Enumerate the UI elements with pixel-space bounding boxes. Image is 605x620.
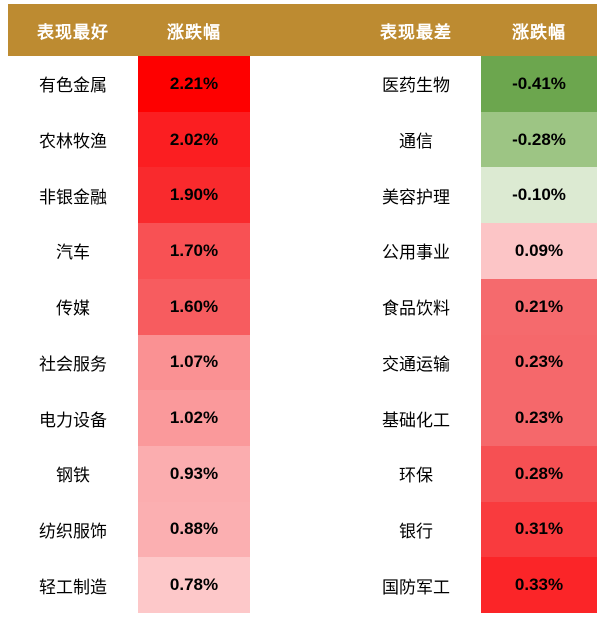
worst-sector-change-cell: 0.21% [481,278,597,335]
best-sector-label: 农林牧渔 [8,111,138,168]
header-worst-title: 表现最差 [351,4,481,56]
worst-sector-change-cell: -0.41% [481,56,597,112]
best-sector-change-cell: 0.88% [138,501,250,558]
table-gap [250,111,351,168]
best-sector-label: 轻工制造 [8,557,138,613]
worst-sector-label: 公用事业 [351,223,481,279]
best-sector-label: 钢铁 [8,445,138,502]
best-sector-label: 汽车 [8,223,138,279]
best-sector-change-cell: 2.02% [138,111,250,168]
worst-sector-label: 美容护理 [351,167,481,224]
table-gap [250,223,351,279]
worst-sector-label: 银行 [351,501,481,558]
best-sector-change-cell: 2.21% [138,56,250,112]
best-sector-change-cell: 1.90% [138,167,250,224]
best-sector-label: 社会服务 [8,334,138,391]
sector-performance-heatmap: 表现最好 涨跌幅 表现最差 涨跌幅 有色金属 2.21% 医药生物 -0.41% 农林牧… [8,4,597,613]
header-change-left: 涨跌幅 [138,4,250,56]
worst-sector-label: 通信 [351,111,481,168]
table-gap [250,334,351,391]
worst-sector-change-cell: 0.09% [481,223,597,279]
best-sector-change-cell: 1.60% [138,278,250,335]
table-gap [250,390,351,446]
best-sector-label: 纺织服饰 [8,501,138,558]
header-gap [250,4,351,56]
worst-sector-change-cell: -0.28% [481,111,597,168]
worst-sector-change-cell: 0.31% [481,501,597,558]
table-gap [250,278,351,335]
table-gap [250,445,351,502]
best-sector-label: 传媒 [8,278,138,335]
best-sector-change-cell: 1.02% [138,390,250,446]
table-gap [250,56,351,112]
table-gap [250,167,351,224]
worst-sector-label: 基础化工 [351,390,481,446]
worst-sector-change-cell: -0.10% [481,167,597,224]
worst-sector-label: 国防军工 [351,557,481,613]
worst-sector-label: 食品饮料 [351,278,481,335]
worst-sector-change-cell: 0.23% [481,390,597,446]
best-sector-change-cell: 1.07% [138,334,250,391]
worst-sector-label: 环保 [351,445,481,502]
worst-sector-label: 医药生物 [351,56,481,112]
best-sector-change-cell: 0.93% [138,445,250,502]
best-sector-label: 非银金融 [8,167,138,224]
table-gap [250,501,351,558]
best-sector-label: 电力设备 [8,390,138,446]
worst-sector-change-cell: 0.28% [481,445,597,502]
header-change-right: 涨跌幅 [481,4,597,56]
header-best-title: 表现最好 [8,4,138,56]
best-sector-label: 有色金属 [8,56,138,112]
worst-sector-label: 交通运输 [351,334,481,391]
heatmap-grid: 表现最好 涨跌幅 表现最差 涨跌幅 有色金属 2.21% 医药生物 -0.41% 农林牧… [8,4,597,613]
worst-sector-change-cell: 0.23% [481,334,597,391]
table-gap [250,557,351,613]
worst-sector-change-cell: 0.33% [481,557,597,613]
best-sector-change-cell: 1.70% [138,223,250,279]
best-sector-change-cell: 0.78% [138,557,250,613]
